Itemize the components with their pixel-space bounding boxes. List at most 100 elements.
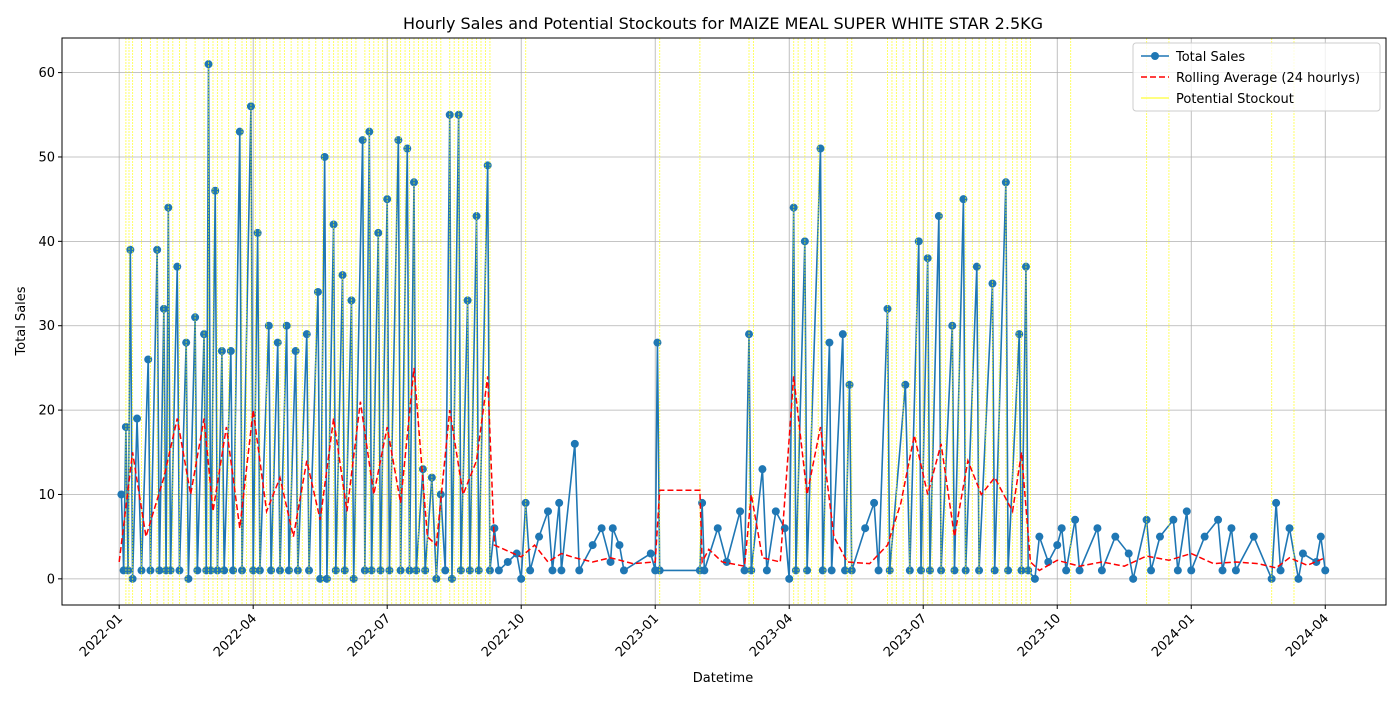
legend-label: Potential Stockout	[1176, 92, 1294, 107]
sales-marker	[901, 380, 910, 389]
sales-marker	[418, 465, 427, 474]
sales-marker	[421, 566, 430, 575]
sales-marker	[713, 524, 722, 533]
sales-marker	[825, 338, 834, 347]
legend-box	[1132, 42, 1381, 112]
sales-marker	[722, 557, 731, 566]
sales-marker	[526, 566, 535, 575]
sales-marker	[1147, 566, 1156, 575]
sales-marker	[1227, 524, 1236, 533]
sales-marker	[745, 330, 754, 339]
sales-marker	[144, 355, 153, 364]
sales-marker	[535, 532, 544, 541]
sales-marker	[474, 566, 483, 575]
y-tick-label: 60	[38, 66, 55, 81]
sales-marker	[220, 566, 229, 575]
sales-marker	[1298, 549, 1307, 558]
sales-marker	[548, 566, 557, 575]
sales-marker	[1316, 532, 1325, 541]
sales-marker	[264, 321, 273, 330]
sales-marker	[385, 566, 394, 575]
sales-marker	[816, 144, 825, 153]
sales-marker	[762, 566, 771, 575]
legend-marker	[1151, 52, 1159, 60]
sales-marker	[229, 566, 238, 575]
sales-marker	[1124, 549, 1133, 558]
legend-label: Total Sales	[1175, 50, 1245, 65]
sales-marker	[1057, 524, 1066, 533]
sales-marker	[235, 127, 244, 136]
x-tick-label: 2023-07	[881, 611, 930, 660]
sales-marker	[818, 566, 827, 575]
y-tick-label: 40	[38, 235, 55, 250]
sales-marker	[700, 566, 709, 575]
sales-marker	[267, 566, 276, 575]
sales-marker	[988, 279, 997, 288]
sales-marker	[1173, 566, 1182, 575]
sales-marker	[282, 321, 291, 330]
sales-marker	[253, 228, 262, 237]
sales-marker	[441, 566, 450, 575]
sales-marker	[959, 195, 968, 204]
sales-marker	[1062, 566, 1071, 575]
x-tick-label: 2022-01	[77, 611, 126, 660]
x-tick-label: 2024-01	[1149, 611, 1198, 660]
sales-marker	[376, 566, 385, 575]
sales-marker	[827, 566, 836, 575]
sales-marker	[403, 144, 412, 153]
sales-marker	[870, 498, 879, 507]
sales-marker	[1169, 515, 1178, 524]
sales-marker	[331, 566, 340, 575]
chart-title: Hourly Sales and Potential Stockouts for…	[403, 14, 1043, 33]
sales-marker	[1097, 566, 1106, 575]
sales-marker	[358, 136, 367, 145]
sales-marker	[1093, 524, 1102, 533]
sales-marker	[646, 549, 655, 558]
sales-marker	[653, 338, 662, 347]
sales-marker	[166, 566, 175, 575]
sales-marker	[494, 566, 503, 575]
sales-marker	[791, 566, 800, 575]
y-tick-label: 30	[38, 319, 55, 334]
sales-marker	[117, 490, 126, 499]
plot-frame	[61, 37, 1387, 606]
sales-marker	[747, 566, 756, 575]
sales-marker	[615, 541, 624, 550]
sales-marker	[1214, 515, 1223, 524]
sales-marker	[200, 330, 209, 339]
sales-marker	[800, 237, 809, 246]
sales-marker	[211, 186, 220, 195]
sales-marker	[320, 152, 329, 161]
sales-marker	[412, 566, 421, 575]
sales-marker	[1200, 532, 1209, 541]
sales-marker	[133, 414, 142, 423]
sales-marker	[597, 524, 606, 533]
sales-marker	[803, 566, 812, 575]
sales-marker	[173, 262, 182, 271]
sales-marker	[950, 566, 959, 575]
sales-marker	[740, 566, 749, 575]
sales-marker	[126, 245, 135, 254]
y-axis-label: Total Sales	[14, 286, 29, 356]
sales-marker	[608, 524, 617, 533]
sales-marker	[1015, 330, 1024, 339]
x-tick-label: 2022-10	[479, 611, 528, 660]
sales-marker	[340, 566, 349, 575]
sales-marker	[1155, 532, 1164, 541]
x-tick-label: 2022-07	[345, 611, 394, 660]
sales-marker	[273, 338, 282, 347]
sales-marker	[557, 566, 566, 575]
sales-marker	[1053, 541, 1062, 550]
sales-marker	[619, 566, 628, 575]
sales-marker	[291, 347, 300, 356]
sales-marker	[1030, 574, 1039, 583]
sales-marker	[1249, 532, 1258, 541]
legend: Total Sales Rolling Average (24 hourlys) P…	[1132, 42, 1381, 112]
sales-marker	[914, 237, 923, 246]
sales-marker	[1044, 557, 1053, 566]
sales-marker	[972, 262, 981, 271]
sales-marker	[874, 566, 883, 575]
sales-marker	[193, 566, 202, 575]
sales-marker	[1272, 498, 1281, 507]
